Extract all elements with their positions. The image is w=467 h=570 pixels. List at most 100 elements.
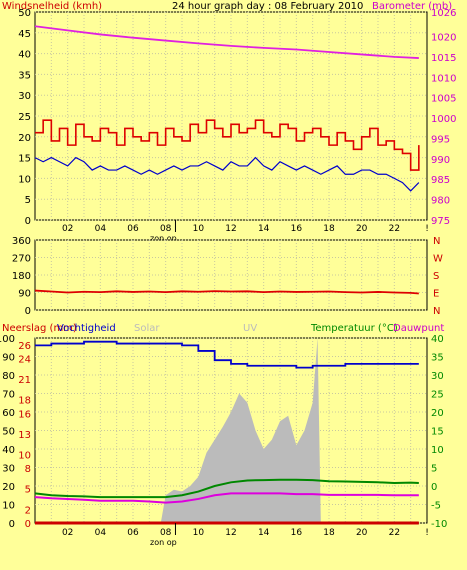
- panel1-x-tick-label: 16: [291, 224, 303, 234]
- panel1-x-tick-label: 14: [258, 224, 270, 234]
- panel2-y-tick-label: 360: [12, 236, 31, 247]
- panel3-y-tick-label: 80: [2, 371, 15, 382]
- legend-temperature: Temperatuur (°C): [310, 323, 398, 334]
- panel1-y-tick-label: 35: [18, 70, 31, 81]
- panel3-y-rain-tick-label: 13: [18, 430, 31, 441]
- panel1-y-right-tick-label: 1005: [431, 94, 456, 105]
- legend-rain: Neerslag (mm): [2, 323, 77, 334]
- panel1-y-right-tick-label: 980: [431, 196, 450, 207]
- panel3-y-rain-tick-label: 21: [18, 375, 31, 386]
- panel1-y-tick-label: 40: [18, 50, 31, 61]
- humidity-line: [35, 340, 419, 369]
- panel3-x-tick-label: 14: [258, 528, 270, 538]
- panel2-y-tick-label: 0: [25, 306, 31, 317]
- panel1-right-axis-label: Barometer (mb): [372, 1, 452, 12]
- panel3-y-tick-label: 40: [2, 445, 15, 456]
- barometer-line: [34, 25, 419, 59]
- panel1-y-right-tick-label: 1026: [431, 8, 456, 19]
- panel1-left-axis-label: Windsnelheid (kmh): [2, 1, 102, 12]
- panel1-y-tick-label: 5: [25, 195, 31, 206]
- temperature-line: [34, 478, 419, 499]
- panel3-x-tick-label: 04: [95, 528, 107, 538]
- panel1-y-tick-label: 50: [18, 8, 31, 19]
- panel1-title: 24 hour graph day : 08 February 2010: [172, 1, 363, 12]
- panel3-x-tick-label: 06: [127, 528, 139, 538]
- panel1-y-right-tick-label: 990: [431, 155, 450, 166]
- panel3-y-rain-tick-label: 16: [18, 409, 31, 420]
- panel1-x-tick-label: 12: [225, 224, 236, 234]
- panel3-y-tick-label: 70: [2, 390, 15, 401]
- panel1-y-right-tick-label: 1010: [431, 73, 456, 84]
- wind-speed-line: [34, 156, 420, 192]
- panel1-y-right-tick-label: 1015: [431, 53, 456, 64]
- panel3-y-right-tick-label: 0: [431, 482, 437, 493]
- wind-direction-line: [34, 289, 419, 295]
- panel3-y-tick-label: 50: [2, 427, 15, 438]
- panel2-y-tick-label: 180: [12, 271, 31, 282]
- panel3-y-right-tick-label: 30: [431, 371, 444, 382]
- panel3-x-tick-label: 20: [356, 528, 368, 538]
- panel2-y-tick-label: 270: [12, 254, 31, 265]
- panel3-x-tick-label: 12: [225, 528, 236, 538]
- panel3-y-right-tick-label: 10: [431, 445, 444, 456]
- panel3-y-right-tick-label: 25: [431, 390, 444, 401]
- panel3-y-tick-label: 30: [2, 464, 15, 475]
- panel1-sunrise-label: zon op: [150, 234, 177, 243]
- panel3-y-right-tick-label: 40: [431, 334, 444, 345]
- panel1-x-tick-label: 04: [95, 224, 107, 234]
- panel3-y-rain-tick-label: 2: [25, 505, 31, 516]
- panel3-y-tick-label: 60: [2, 408, 15, 419]
- panel3-x-tick-label: 08: [160, 528, 172, 538]
- panel3-x-tick-label: 10: [193, 528, 205, 538]
- panel1-y-tick-label: 20: [18, 133, 31, 144]
- panel1-y-tick-label: 0: [25, 216, 31, 227]
- panel1-y-right-tick-label: 1020: [431, 32, 456, 43]
- panel1-x-tick-label: 22: [389, 224, 400, 234]
- panel1-x-tick-label: !: [425, 224, 429, 234]
- panel3-y-right-tick-label: 20: [431, 408, 444, 419]
- panel3-y-tick-label: 90: [2, 353, 15, 364]
- panel1-y-tick-label: 25: [18, 112, 31, 123]
- panel3-y-tick-label: 20: [2, 482, 15, 493]
- panel1-x-tick-label: 06: [127, 224, 139, 234]
- panel3-x-tick-label: 18: [323, 528, 335, 538]
- panel1-y-right-tick-label: 1000: [431, 114, 456, 125]
- panel3-y-tick-label: 10: [2, 501, 15, 512]
- panel3-y-rain-tick-label: 18: [18, 396, 31, 407]
- panel3-y-tick-label: 0: [9, 519, 15, 530]
- panel2-compass-label: W: [433, 254, 443, 265]
- panel3-y-right-tick-label: 15: [431, 427, 444, 438]
- panel3-x-tick-label: 02: [62, 528, 73, 538]
- solar-area: [160, 338, 321, 523]
- panel3-y-rain-tick-label: 24: [18, 355, 31, 366]
- panel3-x-tick-label: 16: [291, 528, 303, 538]
- panel2-compass-label: N: [433, 306, 440, 317]
- legend-uv: UV: [243, 323, 257, 334]
- panel3-y-rain-tick-label: 10: [18, 450, 31, 461]
- wind-gust-line: [35, 119, 420, 171]
- legend-dewpoint: Dauwpunt: [393, 323, 444, 334]
- panel3-y-tick-label: 100: [0, 334, 15, 345]
- panel1-x-tick-label: 10: [193, 224, 205, 234]
- panel2-compass-label: S: [433, 271, 439, 282]
- panel2-y-tick-label: 90: [18, 289, 31, 300]
- panel1-y-tick-label: 10: [18, 174, 31, 185]
- panel1-y-right-tick-label: 975: [431, 216, 450, 227]
- panel1-x-tick-label: 20: [356, 224, 368, 234]
- panel1-y-tick-label: 45: [18, 29, 31, 40]
- panel1-x-tick-label: 18: [323, 224, 335, 234]
- panel2-compass-label: N: [433, 236, 440, 247]
- panel3-x-tick-label: !: [425, 528, 429, 538]
- dewpoint-line: [34, 492, 419, 504]
- panel1-x-tick-label: 08: [160, 224, 172, 234]
- panel1-y-tick-label: 15: [18, 154, 31, 165]
- panel3-y-right-tick-label: -10: [431, 519, 447, 530]
- panel3-y-rain-tick-label: 5: [25, 485, 31, 496]
- panel2-compass-label: E: [433, 289, 439, 300]
- panel3-y-right-tick-label: 5: [431, 464, 437, 475]
- legend-solar: Solar: [134, 323, 160, 334]
- panel3-y-rain-tick-label: 26: [18, 341, 31, 352]
- panel3-y-right-tick-label: -5: [431, 501, 441, 512]
- panel1-x-tick-label: 02: [62, 224, 73, 234]
